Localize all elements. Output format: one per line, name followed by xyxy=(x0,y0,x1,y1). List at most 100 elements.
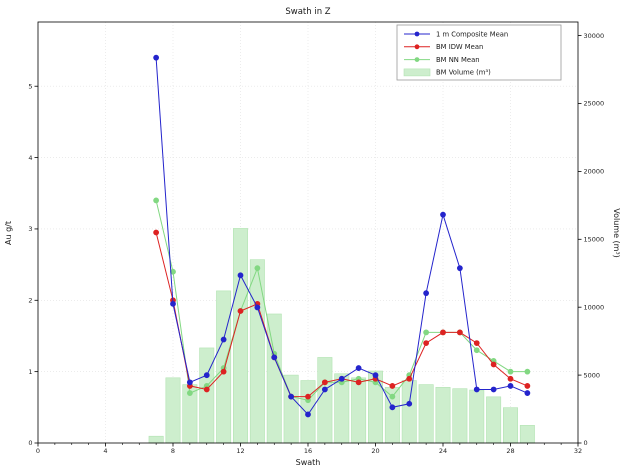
volume-bar xyxy=(199,347,215,444)
data-point xyxy=(456,329,463,336)
right-y-tick-label: 15000 xyxy=(584,235,605,243)
right-y-tick-label: 10000 xyxy=(584,303,605,311)
legend-marker xyxy=(414,57,420,62)
volume-bar xyxy=(165,377,181,444)
data-point xyxy=(220,336,227,343)
right-y-tick-label: 20000 xyxy=(584,168,605,176)
data-point xyxy=(321,386,328,393)
volume-bar xyxy=(519,425,535,444)
volume-bar xyxy=(233,228,248,444)
legend: 1 m Composite Mean BM IDW Mean BM NN Mean B… xyxy=(396,24,562,81)
data-point xyxy=(524,383,531,389)
volume-bars-layer xyxy=(148,228,535,444)
data-point xyxy=(423,290,430,297)
chart-title: Swath in Z xyxy=(285,7,330,17)
data-point xyxy=(305,411,311,418)
legend-marker xyxy=(414,31,420,37)
data-point xyxy=(389,404,396,411)
legend-label: BM Volume (m³) xyxy=(436,69,491,77)
right-y-tick-label: 25000 xyxy=(584,100,605,108)
x-tick-label: 12 xyxy=(236,447,244,455)
data-point xyxy=(254,304,261,311)
series-lines-layer xyxy=(153,54,531,418)
right-y-tick-label: 0 xyxy=(584,439,588,447)
volume-bar xyxy=(486,396,502,444)
volume-bar xyxy=(249,259,265,444)
right-y-tick-label: 30000 xyxy=(584,32,605,40)
volume-bar xyxy=(418,384,434,444)
volume-bar xyxy=(469,389,485,444)
data-point xyxy=(423,340,430,347)
data-point xyxy=(237,308,244,314)
x-axis-label: Swath xyxy=(296,458,321,467)
data-point xyxy=(220,368,227,375)
data-point xyxy=(203,386,210,393)
data-point xyxy=(490,386,497,393)
data-point xyxy=(406,375,413,382)
legend-marker xyxy=(414,44,420,50)
data-point xyxy=(406,400,413,407)
volume-bar xyxy=(351,377,367,444)
data-point xyxy=(186,390,193,396)
volume-bar xyxy=(452,388,468,444)
data-point xyxy=(271,354,278,361)
data-point xyxy=(153,54,160,61)
data-point xyxy=(524,390,531,396)
x-tick-label: 28 xyxy=(506,447,514,455)
data-point xyxy=(321,379,328,386)
x-tick-label: 4 xyxy=(103,447,107,455)
data-point xyxy=(254,265,261,272)
data-point xyxy=(507,383,514,389)
data-point xyxy=(473,347,480,354)
left-y-tick-label: 1 xyxy=(28,368,32,376)
data-point xyxy=(288,393,295,400)
x-tick-label: 0 xyxy=(36,447,40,455)
data-point xyxy=(389,393,396,400)
data-point xyxy=(423,329,430,336)
data-point xyxy=(355,379,362,386)
data-point xyxy=(524,368,531,375)
data-point xyxy=(170,300,176,307)
legend-label: BM IDW Mean xyxy=(436,43,483,51)
data-point xyxy=(153,197,160,204)
volume-bar xyxy=(266,313,282,444)
volume-bar xyxy=(317,357,333,444)
data-point xyxy=(186,379,193,386)
volume-bar xyxy=(401,380,417,444)
grid-layer xyxy=(38,22,578,443)
data-point xyxy=(507,368,514,375)
data-point xyxy=(237,272,244,279)
data-point xyxy=(203,372,210,379)
volume-bar xyxy=(503,407,518,444)
left-y-axis-label: Au g/t xyxy=(4,221,13,245)
volume-bar xyxy=(435,387,451,444)
data-point xyxy=(473,386,480,393)
data-point xyxy=(440,211,446,218)
data-point xyxy=(389,383,396,389)
data-point xyxy=(355,365,362,371)
x-tick-label: 24 xyxy=(439,447,447,455)
x-tick-label: 16 xyxy=(304,447,312,455)
data-point xyxy=(153,229,160,236)
legend-label: 1 m Composite Mean xyxy=(436,30,508,38)
ticks-layer: 0 4 8 12 16 20 24 28 320123450500010000150002000… xyxy=(28,32,604,455)
data-point xyxy=(305,393,311,400)
volume-bar xyxy=(148,435,164,444)
legend-patch xyxy=(403,68,431,77)
left-y-tick-label: 0 xyxy=(28,439,32,447)
x-tick-label: 8 xyxy=(171,447,175,455)
data-point xyxy=(507,375,514,382)
x-tick-label: 32 xyxy=(574,447,582,455)
left-y-tick-label: 5 xyxy=(28,82,32,90)
right-y-tick-label: 5000 xyxy=(584,371,601,379)
right-y-axis-label: Volume (m³) xyxy=(612,208,621,258)
left-y-tick-label: 2 xyxy=(28,296,32,304)
data-point xyxy=(456,265,463,272)
left-y-tick-label: 4 xyxy=(28,154,32,162)
data-point xyxy=(440,329,446,336)
data-point xyxy=(473,340,480,347)
data-point xyxy=(338,375,345,382)
left-y-tick-label: 3 xyxy=(28,225,32,233)
